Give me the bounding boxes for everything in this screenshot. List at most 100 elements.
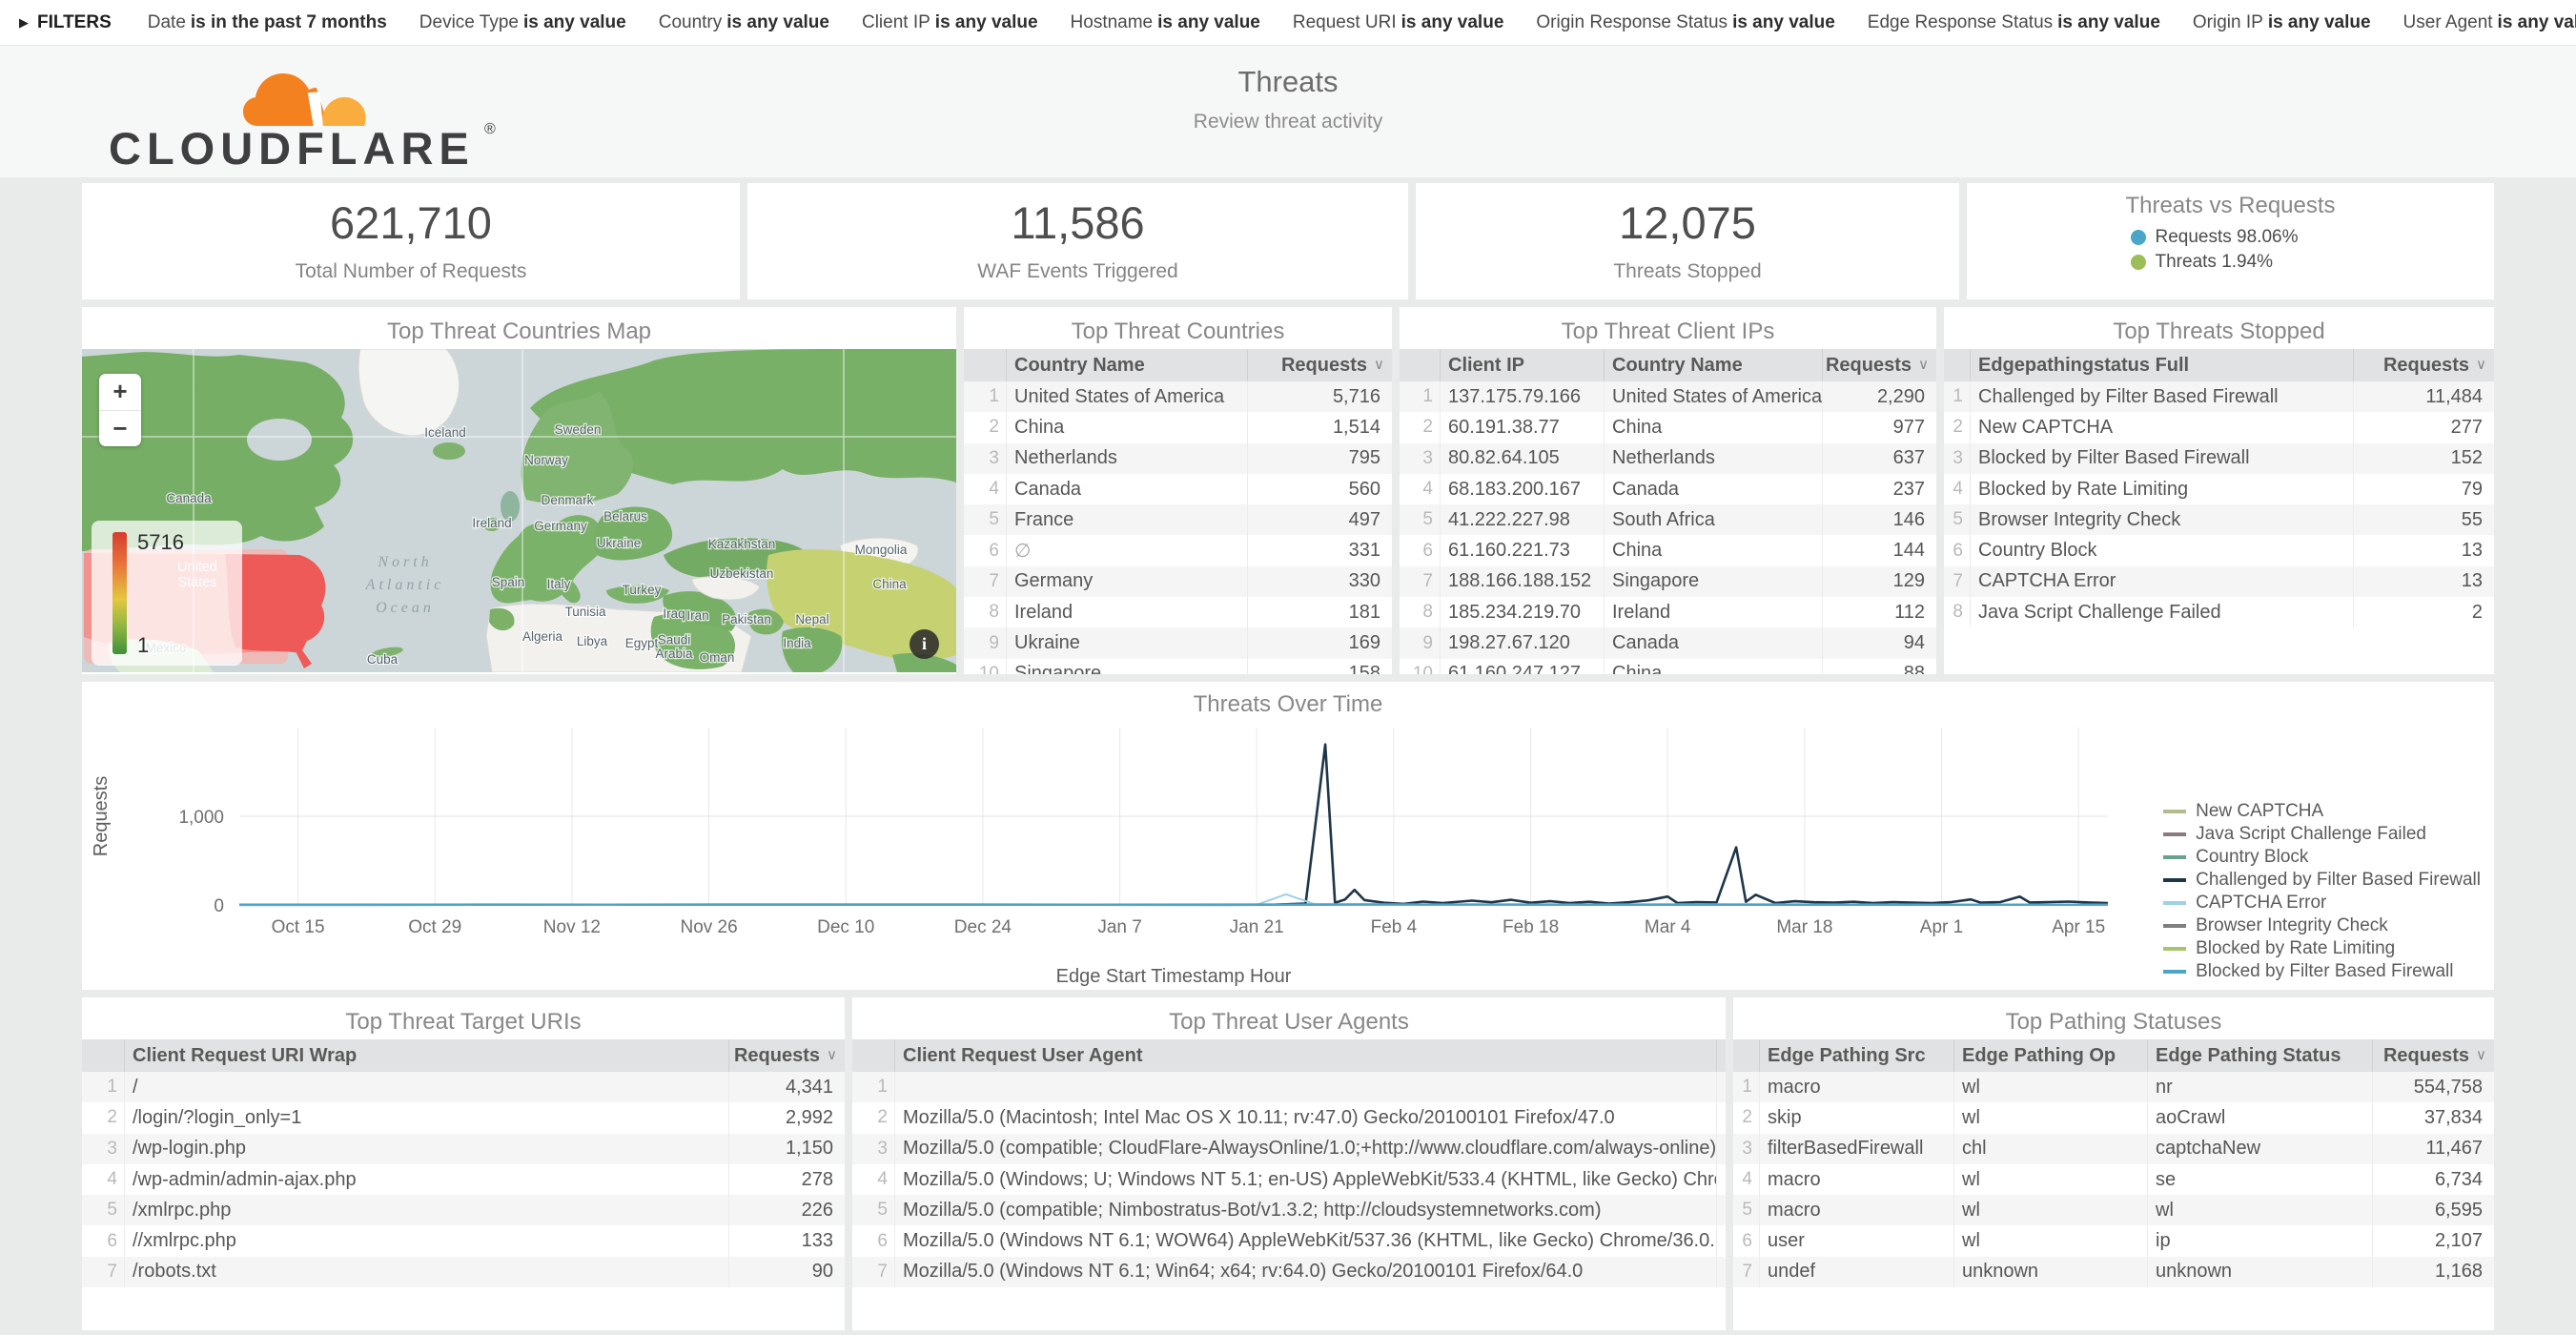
table-row[interactable]: 2 skip wl aoCrawl 37,834 bbox=[1733, 1102, 2494, 1134]
table-row[interactable]: 8 Java Script Challenge Failed 2 bbox=[1944, 597, 2494, 628]
table-cell[interactable]: 158 bbox=[1247, 658, 1392, 674]
table-row[interactable]: 6 Mozilla/5.0 (Windows NT 6.1; WOW64) App… bbox=[852, 1225, 1726, 1257]
table-row[interactable]: 6 ∅ 331 bbox=[964, 535, 1392, 566]
table-cell[interactable]: 13 bbox=[2353, 535, 2494, 566]
table-cell[interactable]: United States of America bbox=[1006, 381, 1247, 413]
table-cell[interactable]: 137.175.79.166 bbox=[1440, 381, 1604, 413]
column-header-edge-pathing-op[interactable]: Edge Pathing Op bbox=[1953, 1039, 2147, 1072]
table-cell[interactable]: Ireland bbox=[1006, 597, 1247, 628]
table-cell[interactable]: China bbox=[1604, 658, 1822, 674]
table-row[interactable]: 7 undef unknown unknown 1,168 bbox=[1733, 1256, 2494, 1288]
map-region-russia[interactable] bbox=[530, 349, 956, 484]
donut-legend-item[interactable]: Requests 98.06% bbox=[2130, 227, 2331, 248]
filter-item[interactable]: Origin IP is any value bbox=[2193, 12, 2371, 33]
table-cell[interactable]: undef bbox=[1759, 1256, 1953, 1288]
table-cell[interactable]: macro bbox=[1759, 1163, 1953, 1196]
table-row[interactable]: 7 CAPTCHA Error 13 bbox=[1944, 565, 2494, 598]
table-row[interactable]: 5 Mozilla/5.0 (compatible; Nimbostratus-B… bbox=[852, 1195, 1726, 1226]
table-cell[interactable]: 41.222.227.98 bbox=[1440, 504, 1604, 536]
map-info-icon[interactable]: i bbox=[910, 629, 939, 659]
table-cell[interactable]: Mozilla/5.0 (Windows; U; Windows NT 5.1;… bbox=[894, 1163, 1716, 1196]
chart-legend-item[interactable]: Blocked by Filter Based Firewall bbox=[2163, 960, 2481, 983]
table-row[interactable]: 6 user wl ip 2,107 bbox=[1733, 1225, 2494, 1257]
table-cell[interactable]: 169 bbox=[1247, 627, 1392, 659]
table-row[interactable]: 4 Blocked by Rate Limiting 79 bbox=[1944, 473, 2494, 505]
table-cell[interactable]: 60.191.38.77 bbox=[1440, 412, 1604, 443]
map-region-scandinavia[interactable] bbox=[521, 391, 633, 504]
table-row[interactable]: 4 68.183.200.167 Canada 237 bbox=[1400, 473, 1936, 505]
table-cell[interactable]: //xmlrpc.php bbox=[124, 1225, 728, 1257]
table-cell[interactable]: 277 bbox=[2353, 412, 2494, 443]
table-cell[interactable]: wl bbox=[1953, 1072, 2147, 1103]
map-region-india[interactable] bbox=[781, 626, 843, 672]
table-cell[interactable]: 152 bbox=[2353, 442, 2494, 474]
column-header-requests[interactable]: Requests ∨ bbox=[728, 1039, 845, 1072]
table-cell[interactable]: 1,514 bbox=[1247, 412, 1392, 443]
table-cell[interactable]: /xmlrpc.php bbox=[124, 1195, 728, 1226]
table-cell[interactable]: 4,341 bbox=[728, 1072, 845, 1103]
table-cell[interactable]: 6,734 bbox=[2372, 1163, 2494, 1196]
table-cell[interactable]: Java Script Challenge Failed bbox=[1970, 597, 2353, 628]
table-cell[interactable]: 331 bbox=[1247, 535, 1392, 566]
table-cell[interactable]: 977 bbox=[1822, 412, 1936, 443]
column-header-requests[interactable]: Requests ∨ bbox=[2353, 349, 2494, 381]
table-cell[interactable]: Canada bbox=[1604, 627, 1822, 659]
table-cell[interactable]: United States of America bbox=[1604, 381, 1822, 413]
table-cell[interactable]: France bbox=[1006, 504, 1247, 536]
table-row[interactable]: 7 Mozilla/5.0 (Windows NT 6.1; Win64; x64… bbox=[852, 1256, 1726, 1288]
column-header-country-name[interactable]: Country Name bbox=[1006, 349, 1247, 381]
table-cell[interactable]: Singapore bbox=[1006, 658, 1247, 674]
table-row[interactable]: 2/login/?login_only=1 2,992 bbox=[82, 1102, 845, 1134]
map-region-east-europe[interactable] bbox=[593, 506, 673, 561]
table-cell[interactable]: China bbox=[1006, 412, 1247, 443]
chart-legend-item[interactable]: CAPTCHA Error bbox=[2163, 892, 2481, 914]
column-header-country-name[interactable]: Country Name bbox=[1604, 349, 1822, 381]
table-row[interactable]: 10 Singapore 158 bbox=[964, 658, 1392, 674]
chart-legend-item[interactable]: Java Script Challenge Failed bbox=[2163, 823, 2481, 846]
map-region-pakistan[interactable] bbox=[747, 608, 784, 635]
table-cell[interactable]: wl bbox=[1953, 1225, 2147, 1257]
table-cell[interactable]: 637 bbox=[1822, 442, 1936, 474]
table-row[interactable]: 5 Browser Integrity Check 55 bbox=[1944, 504, 2494, 536]
table-row[interactable]: 5 macro wl wl 6,595 bbox=[1733, 1195, 2494, 1226]
table-cell[interactable]: Blocked by Filter Based Firewall bbox=[1970, 442, 2353, 474]
table-row[interactable]: 7 Germany 330 bbox=[964, 565, 1392, 598]
map-region-se-asia[interactable] bbox=[892, 653, 956, 672]
map-region-greenland[interactable] bbox=[358, 349, 460, 437]
table-cell[interactable]: 80.82.64.105 bbox=[1440, 442, 1604, 474]
chart-legend-item[interactable]: Country Block bbox=[2163, 846, 2481, 869]
table-row[interactable]: 2 Mozilla/5.0 (Macintosh; Intel Mac OS X … bbox=[852, 1102, 1726, 1134]
table-cell[interactable]: 2,992 bbox=[728, 1102, 845, 1134]
table-cell[interactable]: 88 bbox=[1822, 658, 1936, 674]
table-row[interactable]: 8 Ireland 181 bbox=[964, 597, 1392, 628]
table-row[interactable]: 3 80.82.64.105 Netherlands 637 bbox=[1400, 442, 1936, 474]
table-cell[interactable]: 94 bbox=[1822, 627, 1936, 659]
table-cell[interactable]: 6,595 bbox=[2372, 1195, 2494, 1226]
table-cell[interactable]: 278 bbox=[728, 1163, 845, 1196]
table-cell[interactable]: Ireland bbox=[1604, 597, 1822, 628]
table-row[interactable]: 8 185.234.219.70 Ireland 112 bbox=[1400, 597, 1936, 628]
table-cell[interactable]: 497 bbox=[1247, 504, 1392, 536]
filter-item[interactable]: Date is in the past 7 months bbox=[148, 12, 387, 33]
table-cell[interactable]: 237 bbox=[1822, 473, 1936, 505]
table-cell[interactable]: 11,484 bbox=[2353, 381, 2494, 413]
table-cell[interactable]: 2,290 bbox=[1822, 381, 1936, 413]
table-cell[interactable]: Germany bbox=[1006, 565, 1247, 598]
map-region-uk[interactable] bbox=[501, 491, 520, 522]
column-header-client-request-user-agent[interactable]: Client Request User Agent bbox=[894, 1039, 1716, 1072]
table-row[interactable]: 3 Netherlands 795 bbox=[964, 442, 1392, 474]
map-region-iran-iraq[interactable] bbox=[663, 591, 737, 631]
filter-item[interactable]: Client IP is any value bbox=[862, 12, 1038, 33]
table-cell[interactable]: 560 bbox=[1247, 473, 1392, 505]
table-cell[interactable]: macro bbox=[1759, 1072, 1953, 1103]
table-cell[interactable]: New CAPTCHA bbox=[1970, 412, 2353, 443]
table-row[interactable]: 9 Ukraine 169 bbox=[964, 627, 1392, 659]
table-cell[interactable]: unknown bbox=[2147, 1256, 2372, 1288]
table-cell[interactable]: 226 bbox=[728, 1195, 845, 1226]
table-row[interactable]: 4 Canada 560 bbox=[964, 473, 1392, 505]
table-cell[interactable]: Blocked by Rate Limiting bbox=[1970, 473, 2353, 505]
table-cell[interactable]: nr bbox=[2147, 1072, 2372, 1103]
table-row[interactable]: 3 filterBasedFirewall chl captchaNew 11,467 bbox=[1733, 1133, 2494, 1164]
table-cell[interactable]: Mozilla/5.0 (Macintosh; Intel Mac OS X 1… bbox=[894, 1102, 1716, 1134]
table-cell[interactable]: /robots.txt bbox=[124, 1256, 728, 1288]
